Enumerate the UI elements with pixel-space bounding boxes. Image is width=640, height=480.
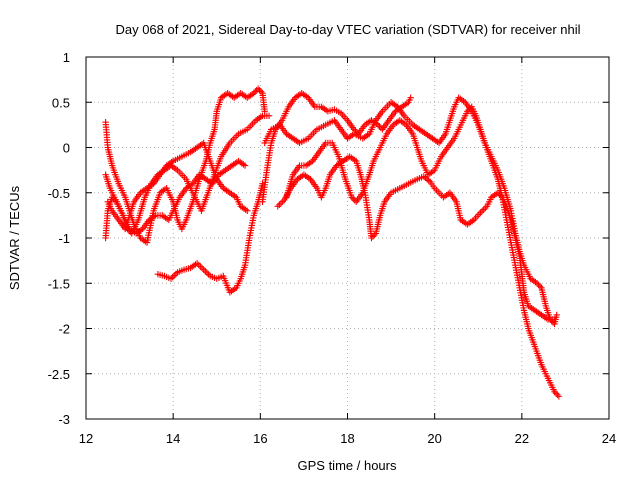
data-point-marker <box>551 388 558 396</box>
series-track-f <box>274 153 558 323</box>
y-tick-label: 0.5 <box>52 95 70 110</box>
data-point-marker <box>265 112 273 120</box>
data-point-marker <box>350 195 357 202</box>
data-point-marker <box>376 123 383 130</box>
data-point-marker <box>257 88 265 95</box>
data-point-marker <box>250 90 257 97</box>
x-axis-label: GPS time / hours <box>298 458 397 473</box>
x-tick-label: 12 <box>79 431 93 446</box>
data-point-marker <box>369 233 377 240</box>
x-tick-label: 14 <box>166 431 180 446</box>
data-point-marker <box>554 391 561 399</box>
data-point-marker <box>407 94 414 101</box>
data-point-marker <box>546 316 554 323</box>
x-tick-label: 18 <box>340 431 354 446</box>
series-track-d <box>102 157 249 237</box>
data-point-marker <box>352 127 359 135</box>
y-tick-label: -2.5 <box>48 367 70 382</box>
chart-title: Day 068 of 2021, Sidereal Day-to-day VTE… <box>115 22 580 37</box>
tick-labels-layer: 12 14 16 18 20 22 24 1 0.5 0 -0.5 -1 -1.5 -2 -2.5 -3 <box>48 50 617 446</box>
x-tick-label: 16 <box>253 431 267 446</box>
data-point-marker <box>371 231 378 239</box>
y-tick-label: -2 <box>58 322 70 337</box>
data-point-marker <box>252 88 259 95</box>
series-track-c <box>104 139 251 233</box>
data-point-marker <box>254 85 262 92</box>
x-tick-label: 22 <box>515 431 529 446</box>
data-point-marker <box>244 207 251 215</box>
data-point-marker <box>241 162 249 169</box>
y-tick-label: -1.5 <box>48 276 70 291</box>
data-point-marker <box>555 393 563 400</box>
y-tick-label: -1 <box>58 231 70 246</box>
data-point-marker <box>553 311 560 319</box>
data-point-marker <box>548 317 555 325</box>
ticks-layer <box>85 56 610 420</box>
data-point-marker <box>552 390 560 397</box>
data-point-marker <box>256 86 263 94</box>
y-tick-label: -0.5 <box>48 186 70 201</box>
data-point-marker <box>535 281 542 288</box>
x-tick-label: 20 <box>427 431 441 446</box>
y-tick-label: 1 <box>63 50 70 65</box>
y-tick-label: -3 <box>58 412 70 427</box>
series-track-i <box>261 94 560 328</box>
marks-layer <box>102 85 563 400</box>
data-point-marker <box>536 283 544 290</box>
data-point-marker <box>368 234 375 242</box>
y-tick-label: 0 <box>63 141 70 156</box>
data-point-marker <box>533 280 541 287</box>
data-point-marker <box>348 194 356 201</box>
x-tick-label: 24 <box>602 431 616 446</box>
y-axis-label: SDTVAR / TECUs <box>7 185 22 290</box>
